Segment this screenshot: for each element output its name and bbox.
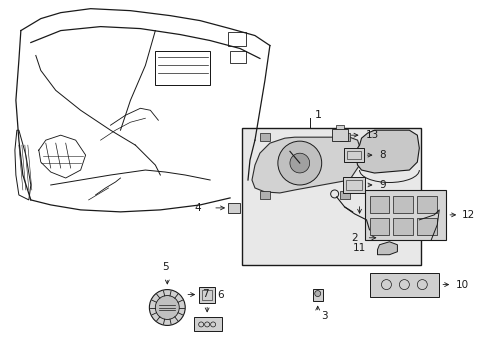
Polygon shape (377, 242, 397, 255)
Text: 13: 13 (365, 130, 378, 140)
Text: 12: 12 (461, 210, 474, 220)
Bar (346, 151, 360, 159)
Text: 5: 5 (162, 262, 168, 272)
Polygon shape (251, 137, 361, 193)
Bar (416, 218, 436, 235)
Bar (227, 203, 240, 213)
Bar (342, 177, 364, 193)
Bar (369, 196, 388, 213)
Bar (343, 148, 363, 162)
Bar (339, 133, 349, 141)
Text: 8: 8 (379, 150, 386, 160)
Bar (369, 273, 438, 297)
Bar (242, 128, 421, 265)
Text: 3: 3 (320, 311, 326, 321)
Circle shape (289, 153, 309, 173)
Text: 11: 11 (352, 243, 365, 253)
Bar (194, 318, 222, 332)
Text: 4: 4 (194, 203, 201, 213)
Circle shape (277, 141, 321, 185)
Bar (260, 133, 269, 141)
Bar (393, 196, 412, 213)
Bar (227, 32, 245, 45)
Bar (335, 125, 343, 129)
Circle shape (149, 289, 185, 325)
Text: 10: 10 (455, 280, 468, 289)
Bar (312, 289, 322, 301)
Circle shape (155, 296, 179, 319)
Text: 1: 1 (314, 110, 321, 120)
Bar (260, 191, 269, 199)
Text: 2: 2 (350, 233, 357, 243)
Bar (331, 129, 347, 141)
Polygon shape (355, 130, 419, 173)
Text: 7: 7 (202, 289, 208, 298)
Bar (339, 191, 349, 199)
Bar (202, 289, 212, 300)
Circle shape (314, 291, 320, 297)
Bar (369, 218, 388, 235)
Text: 9: 9 (379, 180, 386, 190)
Bar (416, 196, 436, 213)
Bar (393, 218, 412, 235)
Bar (364, 190, 446, 240)
Text: 6: 6 (217, 289, 224, 300)
Bar (345, 180, 361, 190)
Bar (199, 287, 215, 302)
Bar (155, 50, 210, 85)
Bar (229, 51, 245, 63)
